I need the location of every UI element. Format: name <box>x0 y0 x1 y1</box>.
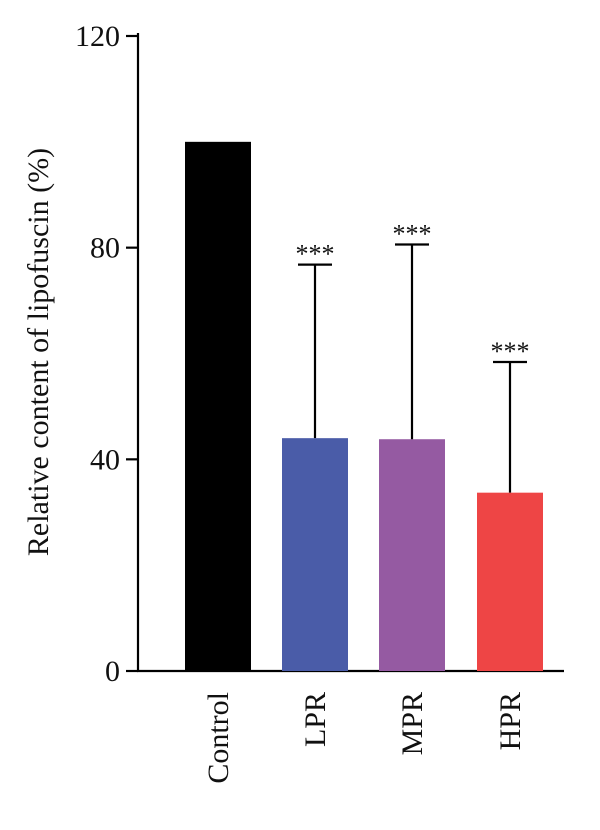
x-tick-labels: Control LPR MPR HPR <box>202 692 527 784</box>
bar-mpr <box>379 439 445 671</box>
y-tick-label: 120 <box>75 20 120 53</box>
significance-label-mpr: *** <box>393 219 432 248</box>
significance-labels: *** *** *** <box>296 219 530 365</box>
x-tick-label-hpr: HPR <box>494 692 527 750</box>
x-tick-label-mpr: MPR <box>396 692 429 755</box>
bars <box>185 141 543 672</box>
significance-label-lpr: *** <box>296 240 335 269</box>
y-tick-label: 80 <box>90 232 120 265</box>
y-tick-label: 40 <box>90 443 120 476</box>
x-tick-label-lpr: LPR <box>299 692 332 747</box>
bar-lpr <box>282 438 348 671</box>
significance-label-hpr: *** <box>491 337 530 366</box>
error-bars <box>298 243 527 493</box>
y-axis-title: Relative content of lipofuscin (%) <box>22 148 55 556</box>
bar-control <box>185 141 251 672</box>
y-ticks: 0 40 80 120 <box>75 20 138 688</box>
y-tick-label: 0 <box>105 655 120 688</box>
x-tick-label-control: Control <box>202 692 235 784</box>
bar-hpr <box>477 492 543 671</box>
